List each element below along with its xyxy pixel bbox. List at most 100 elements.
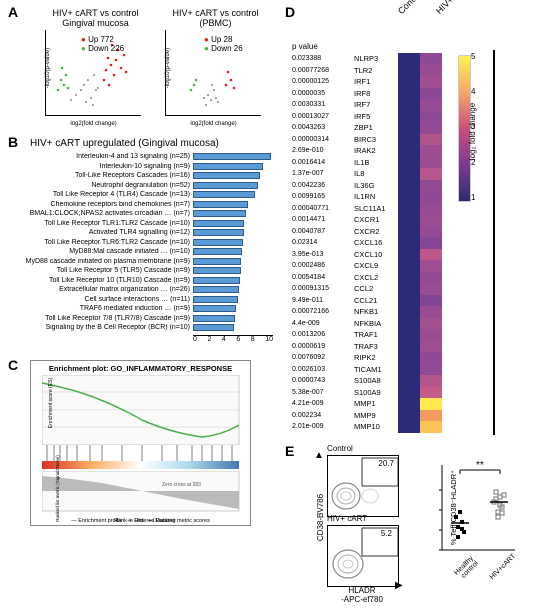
bar-track <box>193 248 270 255</box>
volcano-xlab-1: log2(fold change) <box>46 121 141 127</box>
bar-label: Toll Like Receptor TLR1:TLR2 Cascade (n=… <box>12 220 193 227</box>
bar-track <box>193 163 270 170</box>
heatmap-cell-hiv <box>420 168 442 180</box>
bar-row: Toll Like Receptor 4 (TLR4) Cascade (n=1… <box>12 190 270 200</box>
bar-track <box>193 315 270 322</box>
heatmap-cell-control <box>398 410 420 422</box>
heatmap-row: 0.0043263ZBP1 <box>292 122 442 134</box>
heatmap-row: 0.0026103TICAM1 <box>292 364 442 376</box>
gene-name: CCL21 <box>354 296 398 305</box>
heatmap-row: 0.00013027IRF5 <box>292 111 442 123</box>
gene-name: CXCL9 <box>354 261 398 270</box>
volcano-down-2: Down 26 <box>211 44 243 53</box>
gene-name: NFKB1 <box>354 307 398 316</box>
heatmap-row: 2.69e-010IRAK2 <box>292 145 442 157</box>
heatmap-cell-hiv <box>420 329 442 341</box>
gene-name: RIPK2 <box>354 353 398 362</box>
heatmap-cell-control <box>398 387 420 399</box>
gene-name: CCL2 <box>354 284 398 293</box>
bar-track <box>193 305 270 312</box>
p-value: 0.0013206 <box>292 331 354 338</box>
heatmap-cell-control <box>398 260 420 272</box>
heatmap-cell-hiv <box>420 203 442 215</box>
heatmap-cell-hiv <box>420 122 442 134</box>
bar-row: Toll Like Receptor 5 (TLR5) Cascade (n=9… <box>12 266 270 276</box>
bar-row: Extracellular matrix organization … (n=2… <box>12 285 270 295</box>
heatmap-cell-control <box>398 295 420 307</box>
heatmap-row: 0.0000035IRF8 <box>292 88 442 100</box>
bar-track <box>193 220 270 227</box>
bar-label: Interleukin-10 signaling (n=9) <box>12 163 193 170</box>
bar-row: BMAL1:CLOCK;NPAS2 activates circadian … … <box>12 209 270 219</box>
heatmap-cell-control <box>398 375 420 387</box>
side-bracket <box>493 50 495 435</box>
p-value: 5.38e-007 <box>292 389 354 396</box>
gene-name: TLR2 <box>354 66 398 75</box>
panel-c-label: C <box>8 357 18 373</box>
heatmap-row: 9.49e-011CCL21 <box>292 295 442 307</box>
gene-name: CXCL16 <box>354 238 398 247</box>
heatmap-cell-control <box>398 111 420 123</box>
heatmap-cell-control <box>398 272 420 284</box>
flow-xlab: HLADR -APC-ef780 <box>327 586 397 604</box>
heatmap-cell-hiv <box>420 214 442 226</box>
p-value: 0.02314 <box>292 239 354 246</box>
bar-track <box>193 324 270 331</box>
volcano-down-dot-1: ● <box>81 44 86 53</box>
p-value: 2.01e-009 <box>292 423 354 430</box>
heatmap-cell-hiv <box>420 341 442 353</box>
bar-label: Toll Like Receptor TLR6:TLR2 Cascade (n=… <box>12 239 193 246</box>
p-value: 0.00072166 <box>292 308 354 315</box>
heatmap-cell-hiv <box>420 237 442 249</box>
gene-name: CXCR2 <box>354 227 398 236</box>
bar-label: Toll Like Receptor 7/8 (TLR7/8) Cascade … <box>12 315 193 322</box>
panel-b-label: B <box>8 134 18 150</box>
bar-label: Toll Like Receptor 5 (TLR5) Cascade (n=9… <box>12 267 193 274</box>
heatmap-row: 0.0014471CXCR1 <box>292 214 442 226</box>
volcano-points-1 <box>57 44 128 106</box>
p-value: 4.21e-009 <box>292 400 354 407</box>
heatmap-cell-hiv <box>420 53 442 65</box>
p-value: 0.0042236 <box>292 182 354 189</box>
volcano-plot-pbmc: HIV+ cART vs control (PBMC) ● Up 28 ● Do… <box>165 30 261 116</box>
heatmap-row: 2.01e-009MMP10 <box>292 421 442 433</box>
bar-track <box>193 201 270 208</box>
panel-e-label: E <box>285 443 294 459</box>
heatmap-cell-hiv <box>420 364 442 376</box>
bar-label: Neutrophil degranulation (n=52) <box>12 182 193 189</box>
panel-a-label: A <box>8 4 18 20</box>
heatmap-row: 0.0002486CXCL9 <box>292 260 442 272</box>
heatmap-cell-control <box>398 53 420 65</box>
bar-label: Toll Like Receptor 4 (TLR4) Cascade (n=1… <box>12 191 193 198</box>
bar-label: BMAL1:CLOCK;NPAS2 activates circadian … … <box>12 210 193 217</box>
gene-name: SLC11A1 <box>354 204 398 213</box>
p-value: 0.00000125 <box>292 78 354 85</box>
heatmap-row: 0.00091315CCL2 <box>292 283 442 295</box>
bar-label: MyD88:Mal cascade initiated … (n=10) <box>12 248 193 255</box>
p-value: 0.0076092 <box>292 354 354 361</box>
bar-fill <box>193 267 241 274</box>
volcano-ylab-2: -log10(p-value) <box>165 48 171 88</box>
heatmap-row: 0.0076092RIPK2 <box>292 352 442 364</box>
heatmap-cell-control <box>398 134 420 146</box>
p-value-header: p value <box>292 42 318 51</box>
heatmap-cell-hiv <box>420 352 442 364</box>
bar-fill <box>193 277 240 284</box>
heatmap-row: 0.00040771SLC11A1 <box>292 203 442 215</box>
heatmap-cell-control <box>398 364 420 376</box>
gene-name: MMP1 <box>354 399 398 408</box>
volcano-down-dot-2: ● <box>204 44 209 53</box>
p-value: 0.0099165 <box>292 193 354 200</box>
heatmap-cell-hiv <box>420 295 442 307</box>
flow-arrow-y: ▲ <box>314 450 324 461</box>
p-value: 0.0014471 <box>292 216 354 223</box>
heatmap-row: 1.37e-007IL8 <box>292 168 442 180</box>
bar-row: Activated TLR4 signalling (n=12) <box>12 228 270 238</box>
heatmap-cell-control <box>398 157 420 169</box>
heatmap-cell-control <box>398 237 420 249</box>
heatmap-row: 0.0013206TRAF1 <box>292 329 442 341</box>
bar-label: Extracellular matrix organization … (n=2… <box>12 286 193 293</box>
p-value: 0.0016414 <box>292 159 354 166</box>
heatmap-cell-hiv <box>420 191 442 203</box>
heatmap-cell-control <box>398 306 420 318</box>
